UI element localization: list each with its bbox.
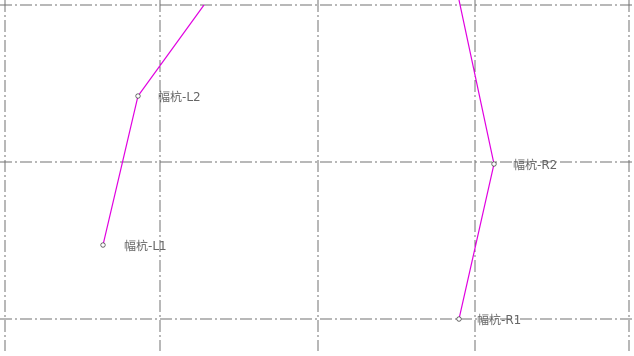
label-l1: 幅杭-L1: [124, 238, 167, 253]
label-l2: 幅杭-L2: [158, 89, 201, 104]
point-r2-marker[interactable]: [491, 161, 497, 167]
left-route-line: [102, 4, 205, 246]
label-r2: 幅杭-R2: [513, 157, 557, 172]
point-r1-marker[interactable]: [456, 316, 462, 322]
point-l1-marker[interactable]: [100, 242, 106, 248]
point-l2-marker[interactable]: [135, 93, 141, 99]
label-r1: 幅杭-R1: [477, 312, 521, 327]
right-route-line: [458, 0, 495, 320]
